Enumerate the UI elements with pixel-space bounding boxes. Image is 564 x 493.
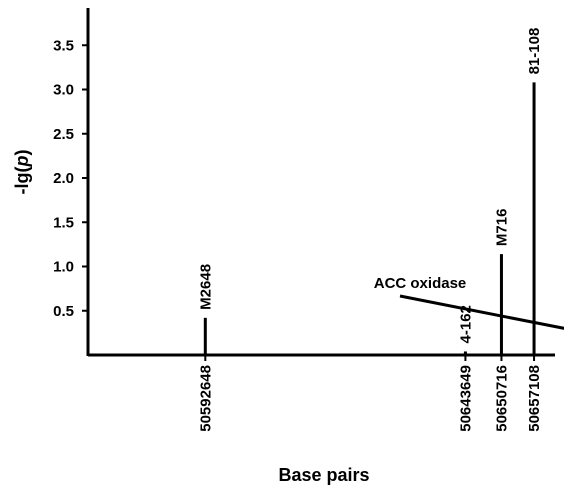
annotation-arrow-line [399,294,564,330]
bar-label: 81-108 [526,28,543,75]
bar-label: M2648 [197,264,214,310]
x-axis: 5059264850643649506507165065710850667110… [88,353,555,432]
y-tick-label: 1.0 [53,259,74,276]
x-tick-label: 50643649 [457,365,474,432]
x-axis-title: Base pairs [278,465,369,485]
y-axis-title: -lg(p) [12,150,32,195]
y-tick-label: 3.0 [53,82,74,99]
bar-label: M716 [493,209,510,247]
y-axis: 0.5 1.0 1.5 2.0 2.5 3.0 3.5 [53,8,90,356]
y-axis-title-prefix: -lg( [12,167,32,195]
x-tick-label: 50657108 [526,365,543,432]
x-tick-label: 50592648 [197,365,214,432]
y-axis-title-suffix: ) [12,150,32,156]
y-tick-label: 1.5 [53,214,74,231]
bar-label: 4-162 [457,305,474,343]
y-tick-label: 0.5 [53,303,74,320]
annotation-label: ACC oxidase [374,275,467,292]
x-tick-label: 50650716 [493,365,510,432]
annotation: ACC oxidase [374,275,564,330]
y-tick-label: 2.5 [53,126,74,143]
y-axis-title-var: p [12,156,32,168]
y-tick-label: 3.5 [53,37,74,54]
y-tick-label: 2.0 [53,170,74,187]
